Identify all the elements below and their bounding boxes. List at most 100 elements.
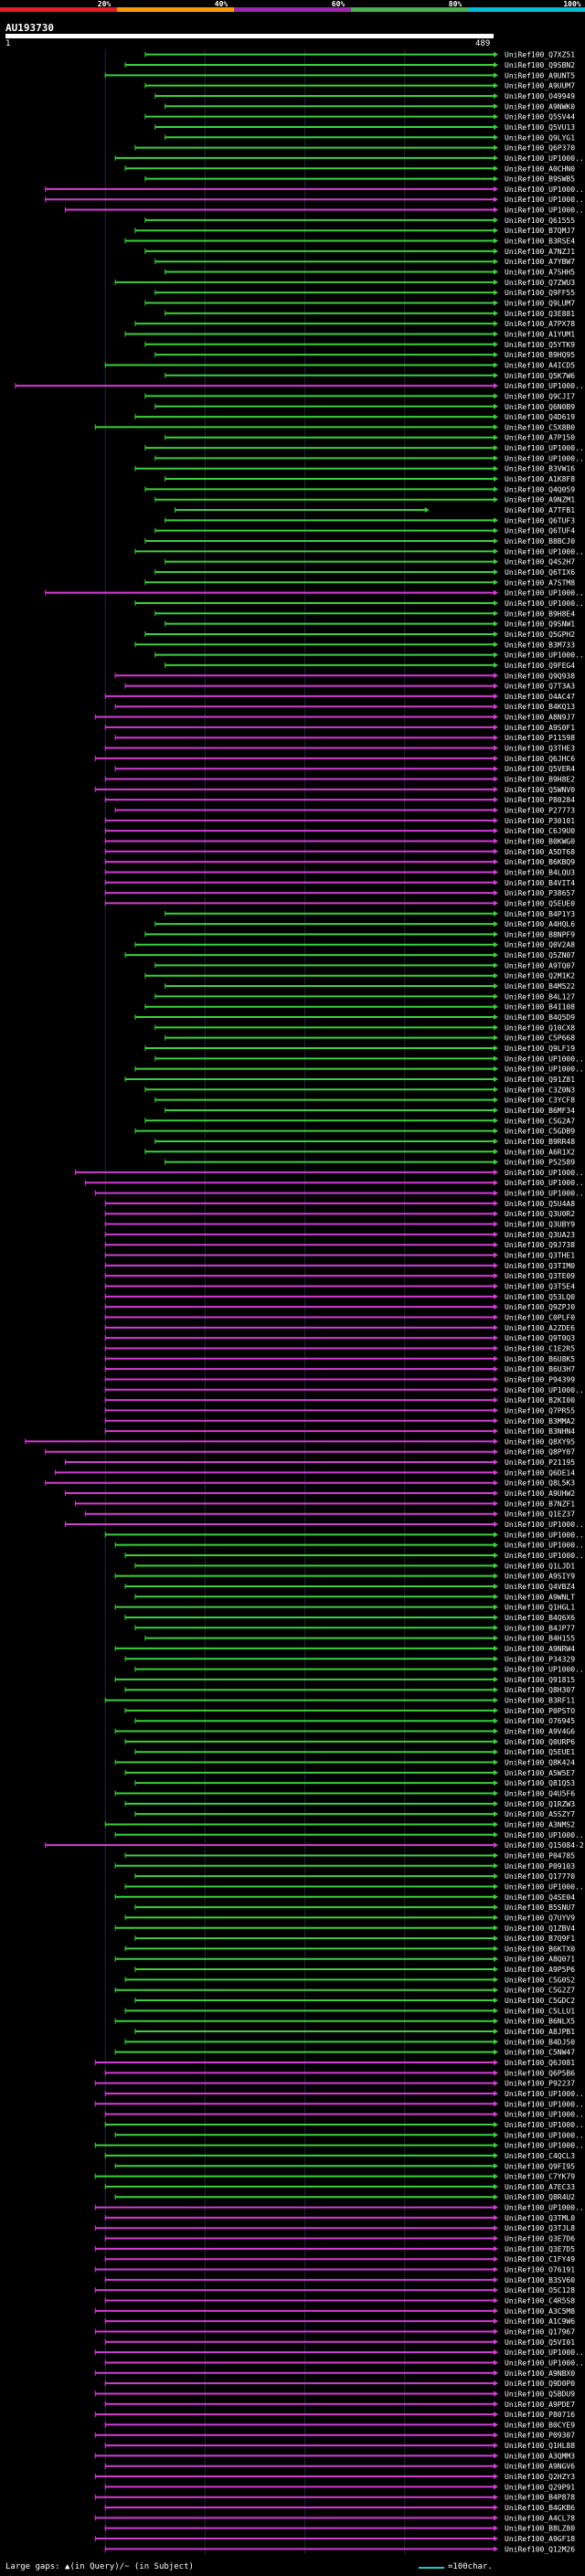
- hit-row[interactable]: UniRef100_B9SWB5: [144, 175, 575, 184]
- hit-row[interactable]: UniRef100_Q6TUF4: [154, 527, 575, 535]
- hit-row[interactable]: UniRef100_Q8L5K3: [45, 1479, 576, 1488]
- hit-label[interactable]: UniRef100_B4I108: [505, 1003, 575, 1012]
- hit-row[interactable]: UniRef100_Q3UBY9: [104, 1221, 575, 1229]
- hit-row[interactable]: UniRef100_C5GDB9: [134, 1128, 575, 1136]
- hit-row[interactable]: UniRef100_B6U3H7: [104, 1365, 575, 1373]
- hit-row[interactable]: UniRef100_A1YUM1: [124, 330, 575, 338]
- hit-row[interactable]: UniRef100_UP1000...: [104, 1386, 585, 1394]
- hit-row[interactable]: UniRef100_A9NWK0: [165, 102, 576, 111]
- hit-row[interactable]: UniRef100_Q17770: [134, 1872, 575, 1881]
- hit-label[interactable]: UniRef100_Q6N0B9: [505, 403, 575, 411]
- hit-row[interactable]: UniRef100_C5P668: [165, 1034, 576, 1043]
- hit-label[interactable]: UniRef100_B4L127: [505, 992, 575, 1001]
- hit-label[interactable]: UniRef100_A5DT68: [505, 848, 575, 856]
- hit-row[interactable]: UniRef100_Q5VI01: [104, 2338, 575, 2347]
- hit-row[interactable]: UniRef100_A8JPB1: [134, 2028, 575, 2036]
- hit-label[interactable]: UniRef100_Q10CX8: [505, 1023, 575, 1032]
- hit-row[interactable]: UniRef100_B3M733: [134, 641, 575, 649]
- hit-row[interactable]: UniRef100_B3RSE4: [124, 238, 575, 246]
- hit-label[interactable]: UniRef100_A0CHN0: [505, 164, 575, 173]
- hit-label[interactable]: UniRef100_UP1000...: [505, 1521, 585, 1529]
- hit-label[interactable]: UniRef100_Q3TIM0: [505, 1262, 575, 1270]
- hit-row[interactable]: UniRef100_UP1000...: [144, 444, 585, 452]
- hit-row[interactable]: UniRef100_A9WNLT: [134, 1593, 575, 1601]
- hit-row[interactable]: UniRef100_Q3TML0: [104, 2214, 575, 2222]
- hit-row[interactable]: UniRef100_P27773: [114, 806, 575, 814]
- hit-label[interactable]: UniRef100_B6U8K5: [505, 1355, 575, 1363]
- hit-row[interactable]: UniRef100_UP1000...: [154, 652, 585, 660]
- hit-label[interactable]: UniRef100_UP1000...: [505, 2121, 585, 2129]
- hit-row[interactable]: UniRef100_B4LQU3: [104, 868, 575, 876]
- hit-label[interactable]: UniRef100_B9SWB5: [505, 175, 575, 184]
- hit-row[interactable]: UniRef100_Q91815: [114, 1676, 575, 1684]
- hit-label[interactable]: UniRef100_A4CL78: [505, 2514, 575, 2522]
- hit-row[interactable]: UniRef100_Q1RZW3: [124, 1800, 575, 1808]
- hit-label[interactable]: UniRef100_A9UNT5: [505, 71, 575, 80]
- hit-row[interactable]: UniRef100_UP1000...: [134, 547, 585, 556]
- hit-row[interactable]: UniRef100_B6KBQ9: [104, 858, 575, 866]
- hit-label[interactable]: UniRef100_B6MF34: [505, 1107, 575, 1115]
- hit-label[interactable]: UniRef100_A7SHH5: [505, 269, 575, 277]
- hit-row[interactable]: UniRef100_UP1000...: [104, 2090, 585, 2098]
- hit-label[interactable]: UniRef100_B3MMA2: [505, 1417, 575, 1426]
- hit-label[interactable]: UniRef100_Q61555: [505, 217, 575, 225]
- hit-label[interactable]: UniRef100_Q5EUE1: [505, 1748, 575, 1756]
- hit-label[interactable]: UniRef100_Q8H307: [505, 1686, 575, 1694]
- hit-label[interactable]: UniRef100_Q3UBY9: [505, 1221, 575, 1229]
- hit-row[interactable]: UniRef100_B7NZF1: [74, 1500, 575, 1508]
- hit-row[interactable]: UniRef100_A9GF18: [94, 2535, 575, 2543]
- hit-row[interactable]: UniRef100_A8Q071: [114, 1956, 575, 1964]
- hit-row[interactable]: UniRef100_A7YBW7: [154, 258, 575, 266]
- hit-label[interactable]: UniRef100_UP1000...: [505, 547, 585, 556]
- hit-row[interactable]: UniRef100_Q5U4A8: [104, 1200, 575, 1208]
- hit-row[interactable]: UniRef100_UP1000...: [134, 1666, 585, 1674]
- hit-row[interactable]: UniRef100_Q9D0P0: [104, 2380, 575, 2388]
- hit-label[interactable]: UniRef100_UP1000...: [505, 2090, 585, 2098]
- hit-label[interactable]: UniRef100_UP1000...: [505, 1179, 585, 1187]
- hit-label[interactable]: UniRef100_Q4U5F6: [505, 1790, 575, 1798]
- hit-row[interactable]: UniRef100_C3Z0N3: [144, 1086, 575, 1094]
- hit-label[interactable]: UniRef100_UP1000...: [505, 2100, 585, 2108]
- hit-label[interactable]: UniRef100_C1E2R5: [505, 1344, 575, 1352]
- hit-label[interactable]: UniRef100_B3RSE4: [505, 238, 575, 246]
- hit-label[interactable]: UniRef100_UP1000...: [505, 2359, 585, 2367]
- hit-label[interactable]: UniRef100_A1YUM1: [505, 330, 575, 338]
- hit-row[interactable]: UniRef100_Q9CJI7: [144, 392, 575, 400]
- hit-row[interactable]: UniRef100_A9PDE7: [104, 2401, 575, 2409]
- hit-label[interactable]: UniRef100_A9NRW4: [505, 1645, 575, 1653]
- hit-row[interactable]: UniRef100_Q61555: [144, 217, 575, 225]
- hit-row[interactable]: UniRef100_Q5ZN07: [124, 951, 575, 959]
- hit-label[interactable]: UniRef100_Q6DE14: [505, 1468, 575, 1477]
- hit-label[interactable]: UniRef100_C5G2Z7: [505, 1987, 575, 1995]
- hit-label[interactable]: UniRef100_Q1LJD1: [505, 1562, 575, 1570]
- hit-row[interactable]: UniRef100_B6KTX0: [124, 1945, 575, 1953]
- hit-row[interactable]: UniRef100_UP1000...: [45, 589, 585, 598]
- hit-row[interactable]: UniRef100_A9P5P6: [134, 1966, 575, 1974]
- hit-row[interactable]: UniRef100_B3NHN4: [104, 1427, 575, 1436]
- hit-row[interactable]: UniRef100_UP1000...: [65, 207, 585, 215]
- hit-row[interactable]: UniRef100_A9NRW4: [114, 1645, 575, 1653]
- hit-label[interactable]: UniRef100_B3VW16: [505, 465, 575, 473]
- hit-label[interactable]: UniRef100_A7PX78: [505, 320, 575, 328]
- hit-row[interactable]: UniRef100_Q9FEG4: [165, 662, 576, 670]
- hit-label[interactable]: UniRef100_UP1000...: [505, 1831, 585, 1839]
- hit-label[interactable]: UniRef100_A9P5P6: [505, 1966, 575, 1974]
- hit-label[interactable]: UniRef100_C5LLU1: [505, 2007, 575, 2015]
- hit-row[interactable]: UniRef100_UP1000...: [114, 1831, 585, 1839]
- hit-row[interactable]: UniRef100_C5LLU1: [124, 2007, 575, 2015]
- hit-label[interactable]: UniRef100_Q8PY07: [505, 1448, 575, 1457]
- hit-row[interactable]: UniRef100_A7SHH5: [165, 269, 576, 277]
- hit-label[interactable]: UniRef100_B0CYE9: [505, 2421, 575, 2429]
- hit-row[interactable]: UniRef100_UP1000...: [154, 1055, 585, 1063]
- hit-label[interactable]: UniRef100_Q9CJI7: [505, 392, 575, 400]
- hit-label[interactable]: UniRef100_Q6J081: [505, 2059, 575, 2067]
- hit-row[interactable]: UniRef100_B4L127: [154, 992, 575, 1001]
- hit-label[interactable]: UniRef100_Q3E881: [505, 310, 575, 318]
- hit-row[interactable]: UniRef100_Q5EUE0: [104, 899, 575, 907]
- hit-row[interactable]: UniRef100_A0CHN0: [124, 164, 575, 173]
- hit-label[interactable]: UniRef100_Q0URP6: [505, 1738, 575, 1746]
- hit-label[interactable]: UniRef100_Q3TE09: [505, 1272, 575, 1280]
- hit-row[interactable]: UniRef100_A3NMS2: [104, 1820, 575, 1829]
- hit-label[interactable]: UniRef100_Q2M1K2: [505, 972, 575, 981]
- hit-row[interactable]: UniRef100_Q5WNV0: [94, 786, 575, 794]
